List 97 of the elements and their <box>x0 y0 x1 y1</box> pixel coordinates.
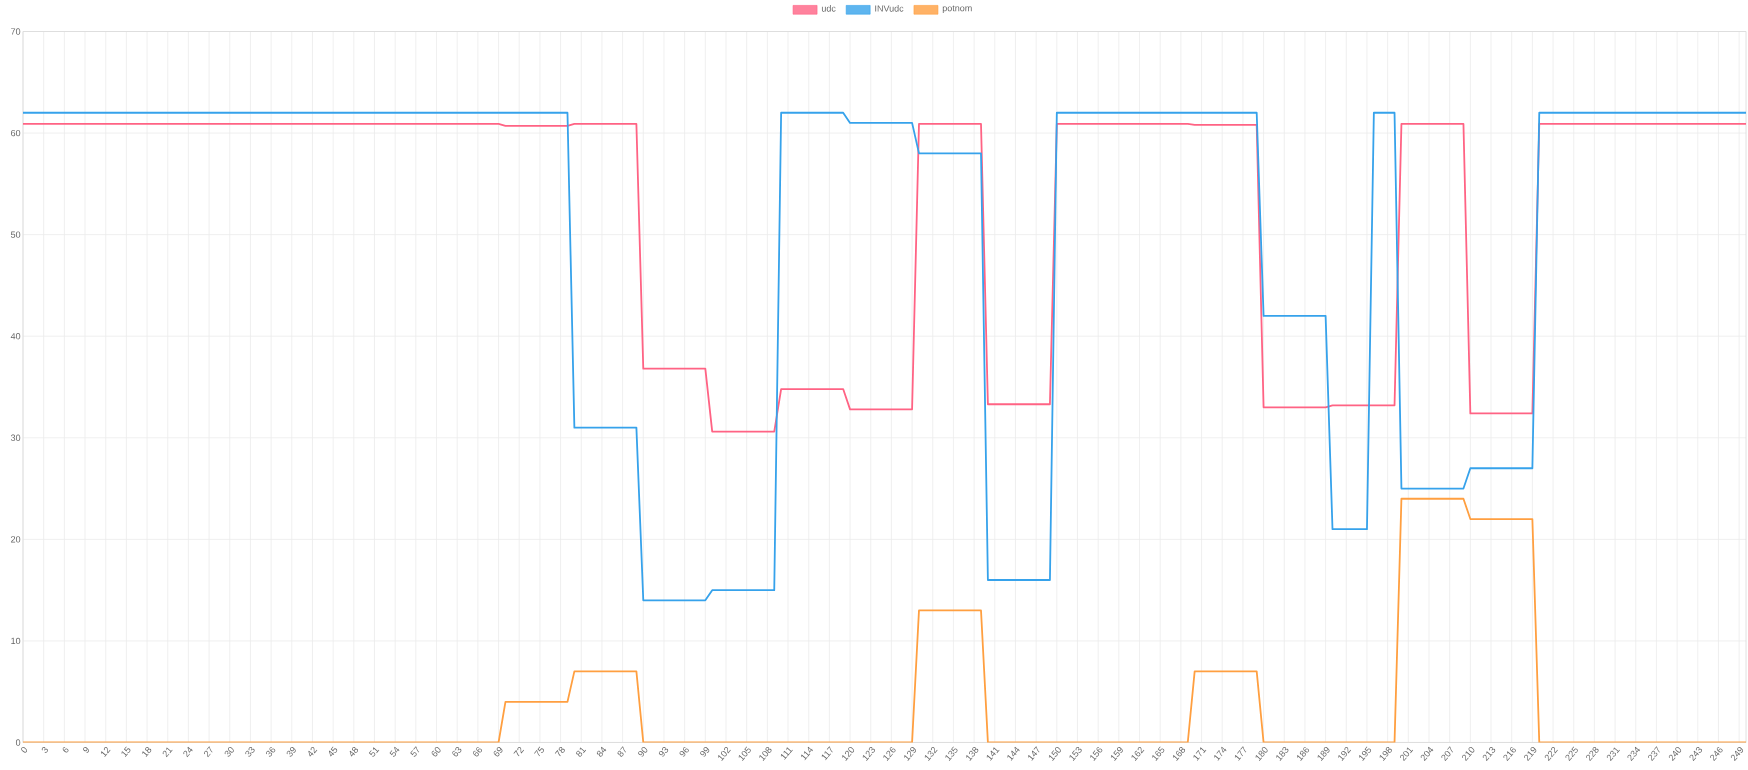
x-tick-label: 69 <box>493 747 503 757</box>
x-tick-label: 189 <box>1317 747 1330 761</box>
y-tick-label: 40 <box>10 333 21 340</box>
x-tick-label: 15 <box>121 746 131 757</box>
x-tick-label: 219 <box>1524 747 1537 762</box>
x-tick-label: 204 <box>1420 746 1434 762</box>
line-series <box>23 123 1747 433</box>
x-tick-label: 198 <box>1379 746 1392 761</box>
x-tick-label: 9 <box>83 747 89 753</box>
x-tick-label: 33 <box>245 746 255 757</box>
x-tick-label: 114 <box>801 746 813 761</box>
x-tick-label: 177 <box>1234 746 1247 761</box>
x-tick-label: 159 <box>1110 747 1123 761</box>
x-tick-label: 51 <box>368 747 380 757</box>
x-tick-label: 249 <box>1730 747 1744 762</box>
x-tick-label: 21 <box>162 747 173 758</box>
x-tick-label: 210 <box>1462 747 1475 762</box>
x-tick-label: 153 <box>1069 746 1082 761</box>
x-tick-label: 192 <box>1338 746 1352 761</box>
x-tick-label: 141 <box>986 747 1000 761</box>
x-tick-label: 27 <box>204 746 213 758</box>
x-tick-label: 105 <box>738 746 751 761</box>
x-tick-label: 222 <box>1544 746 1558 762</box>
line-series <box>23 111 1747 602</box>
x-tick-label: 186 <box>1297 746 1310 761</box>
x-tick-label: 129 <box>904 747 917 761</box>
x-tick-label: 72 <box>513 746 525 757</box>
y-tick-label: 0 <box>15 739 21 746</box>
x-tick-label: 84 <box>596 746 607 757</box>
x-tick-label: 213 <box>1482 746 1496 762</box>
x-tick-label: 36 <box>266 746 276 757</box>
x-tick-label: 243 <box>1689 746 1702 762</box>
x-tick-label: 111 <box>780 747 793 760</box>
x-tick-label: 6 <box>62 746 69 753</box>
x-tick-label: 120 <box>842 747 855 761</box>
y-tick-label: 60 <box>11 129 21 137</box>
x-tick-label: 39 <box>286 747 296 757</box>
x-tick-label: 171 <box>1193 747 1207 761</box>
x-tick-label: 126 <box>883 746 896 761</box>
x-tick-label: 87 <box>617 746 627 757</box>
y-tick-label: 10 <box>11 637 21 645</box>
x-tick-label: 54 <box>389 746 400 757</box>
x-tick-label: 12 <box>100 746 111 758</box>
x-tick-label: 81 <box>576 747 587 757</box>
x-tick-label: 228 <box>1586 746 1599 762</box>
x-tick-label: 90 <box>638 747 648 757</box>
x-tick-label: 123 <box>862 746 875 761</box>
x-tick-label: 201 <box>1400 747 1414 762</box>
legend-label: udc <box>821 5 836 12</box>
x-tick-label: 75 <box>534 746 544 757</box>
x-tick-label: 78 <box>554 746 565 757</box>
x-tick-label: 138 <box>966 746 979 761</box>
x-tick-label: 48 <box>349 746 359 757</box>
x-tick-label: 144 <box>1007 746 1020 761</box>
x-tick-label: 66 <box>473 746 483 757</box>
x-tick-label: 96 <box>679 746 689 757</box>
x-tick-label: 180 <box>1255 747 1268 761</box>
x-tick-label: 156 <box>1090 746 1103 761</box>
x-tick-label: 108 <box>759 746 772 761</box>
x-tick-label: 30 <box>224 747 234 757</box>
x-tick-label: 174 <box>1214 746 1227 761</box>
x-tick-label: 135 <box>945 746 958 761</box>
x-tick-label: 102 <box>718 746 731 761</box>
x-tick-label: 57 <box>410 746 420 757</box>
x-tick-label: 162 <box>1131 746 1145 761</box>
x-tick-label: 246 <box>1710 746 1723 762</box>
legend-label: potnom <box>942 5 972 14</box>
x-tick-label: 117 <box>821 746 833 761</box>
x-tick-label: 195 <box>1359 746 1372 761</box>
x-tick-label: 42 <box>308 746 318 757</box>
x-tick-label: 165 <box>1152 746 1165 761</box>
x-tick-label: 225 <box>1565 746 1578 762</box>
x-tick-label: 63 <box>452 746 462 757</box>
x-tick-label: 147 <box>1028 746 1040 761</box>
y-tick-label: 30 <box>10 434 21 441</box>
x-tick-label: 45 <box>328 746 338 757</box>
x-tick-label: 0 <box>21 747 28 753</box>
x-tick-label: 150 <box>1048 747 1061 761</box>
x-tick-label: 99 <box>700 747 710 757</box>
x-tick-label: 60 <box>431 747 441 757</box>
legend-label: INVudc <box>875 5 904 12</box>
x-tick-label: 237 <box>1648 746 1660 762</box>
y-tick-label: 50 <box>10 231 21 238</box>
x-tick-label: 18 <box>142 746 152 758</box>
x-tick-label: 3 <box>41 746 48 753</box>
x-tick-label: 183 <box>1276 746 1289 761</box>
x-tick-label: 234 <box>1627 746 1641 762</box>
x-tick-label: 231 <box>1606 747 1620 762</box>
x-tick-label: 168 <box>1172 746 1186 761</box>
y-tick-label: 20 <box>11 536 21 543</box>
x-tick-label: 24 <box>183 746 193 758</box>
x-tick-label: 240 <box>1668 747 1682 762</box>
x-tick-label: 207 <box>1441 746 1454 762</box>
x-tick-label: 132 <box>924 746 938 761</box>
y-tick-label: 70 <box>11 28 21 35</box>
x-tick-label: 93 <box>658 746 669 757</box>
x-tick-label: 216 <box>1503 746 1516 762</box>
